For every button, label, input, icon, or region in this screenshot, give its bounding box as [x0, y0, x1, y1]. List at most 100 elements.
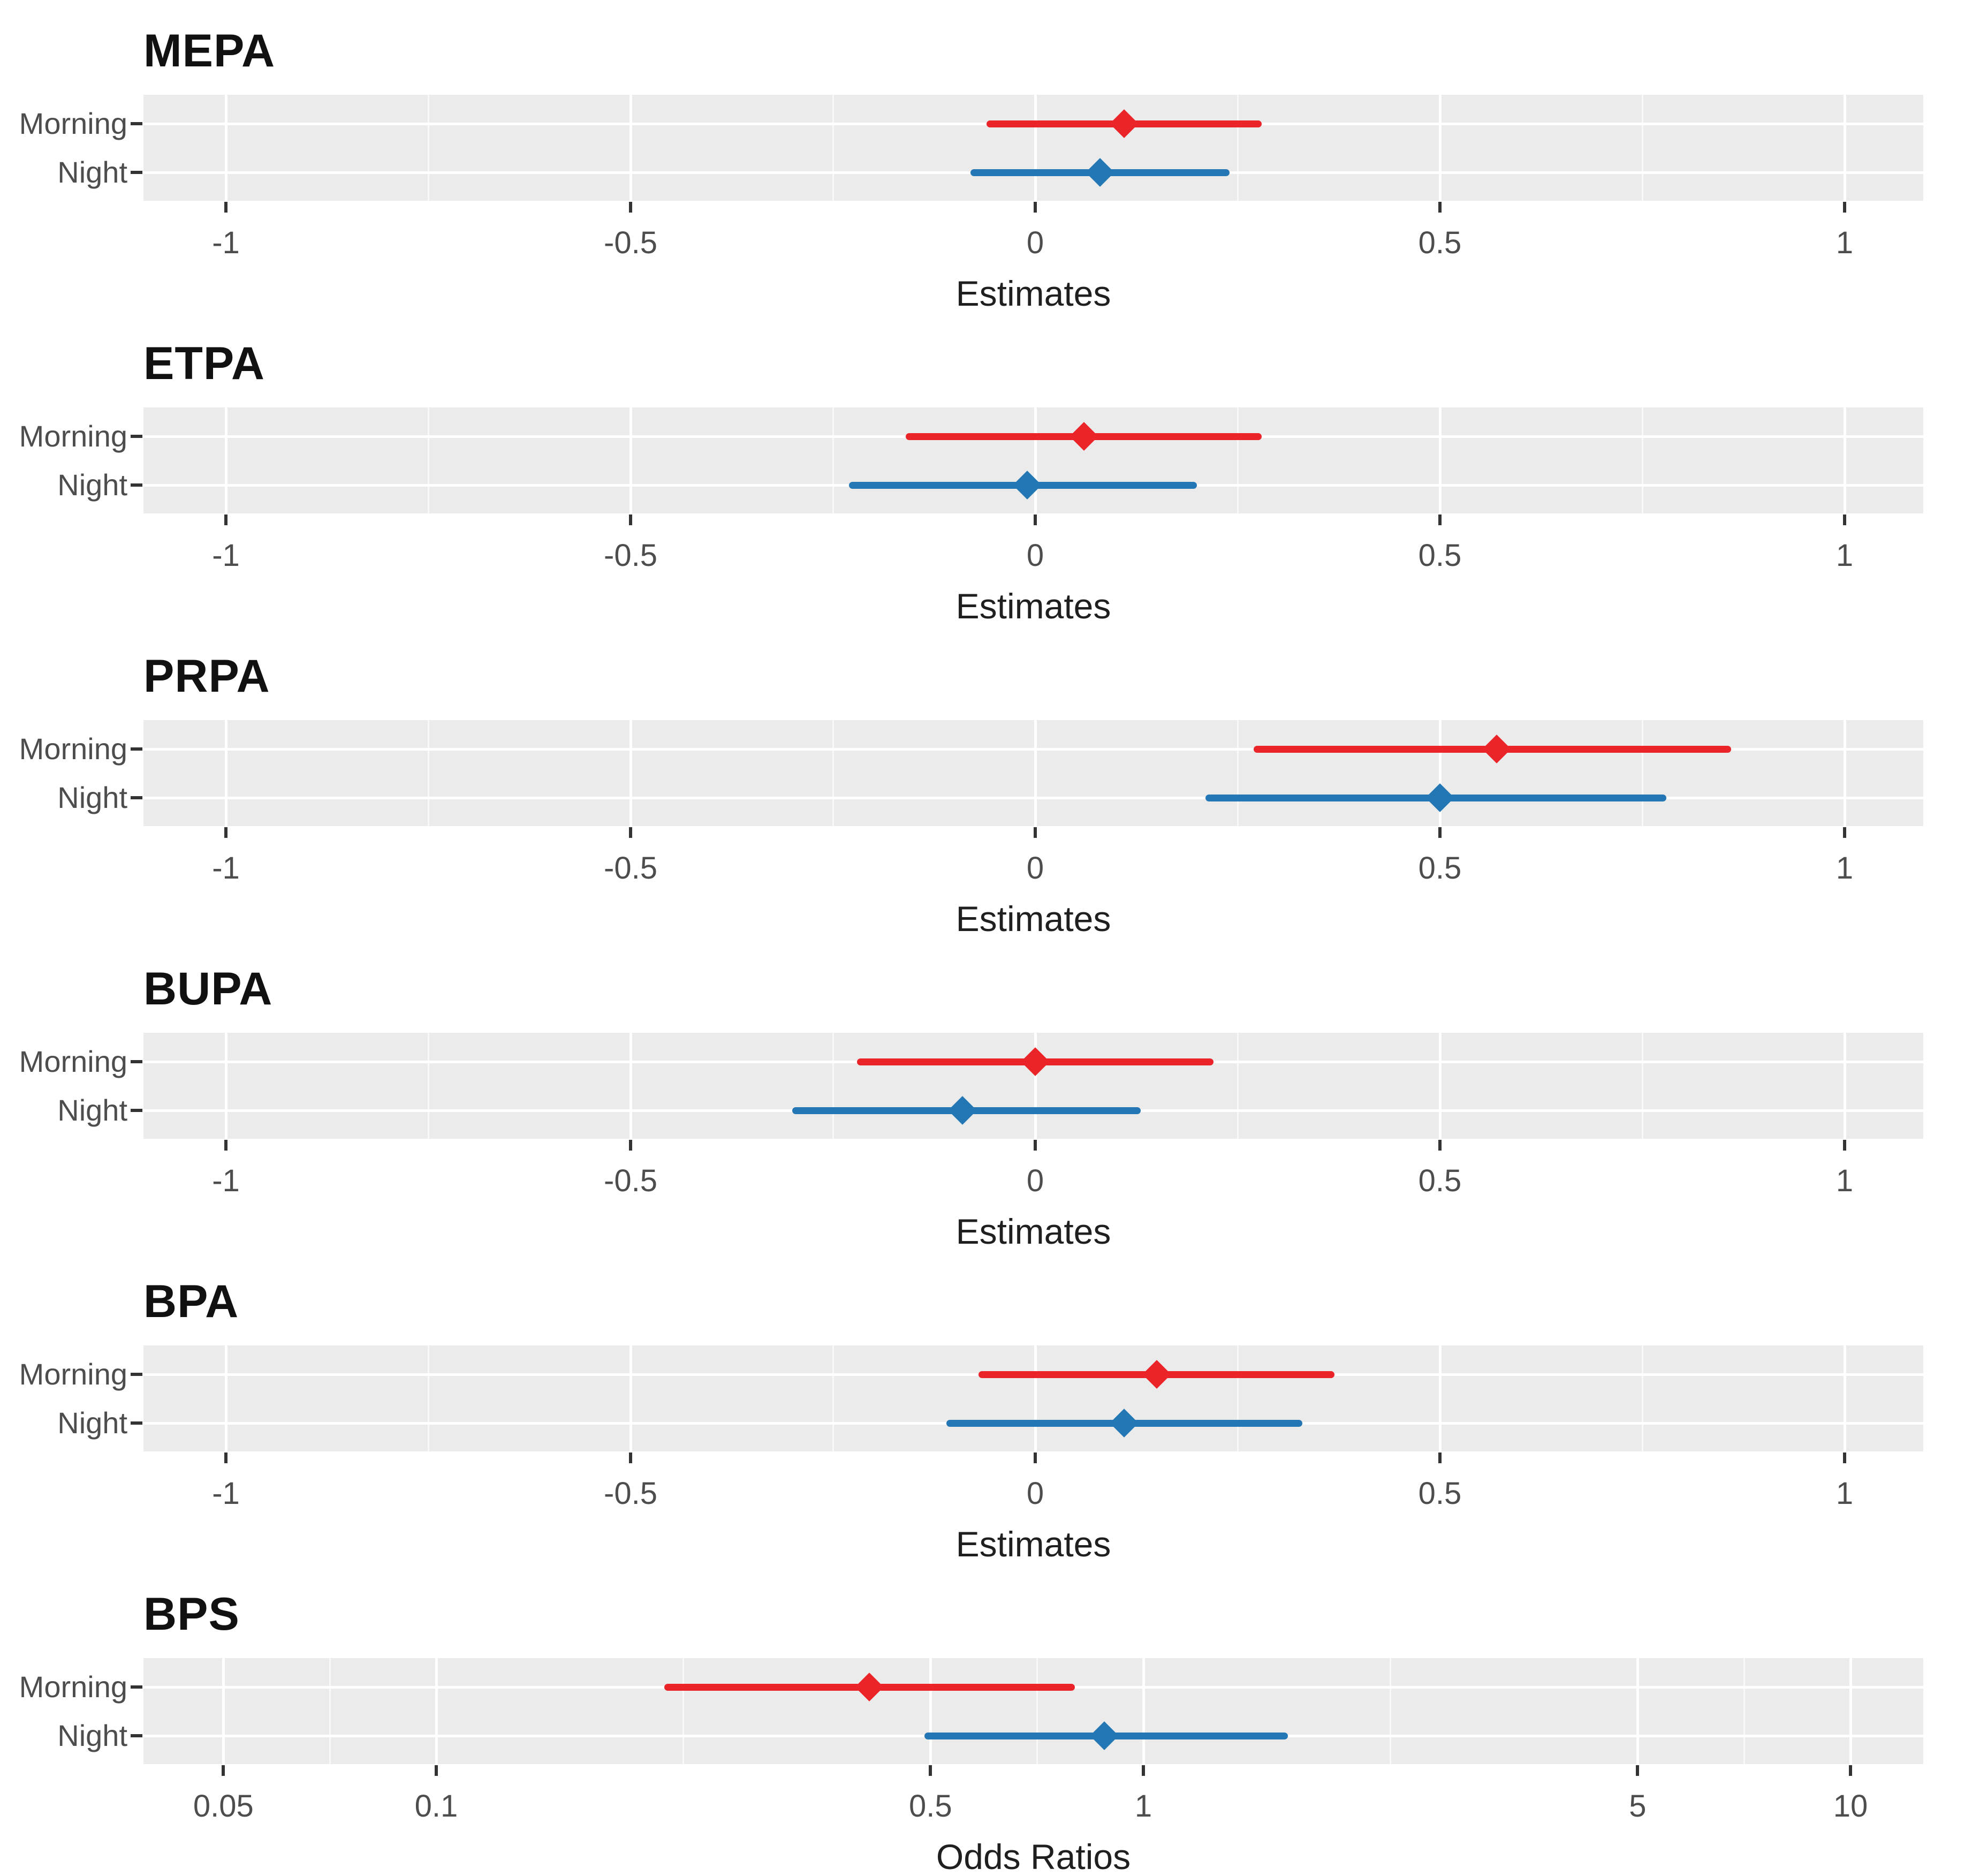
x-tick-label: 1: [1836, 1163, 1854, 1198]
x-tick-label: 0.1: [414, 1789, 458, 1824]
gridline-minor: [1237, 407, 1239, 513]
gridline-minor: [427, 720, 429, 826]
x-tick-label: -0.5: [604, 1476, 657, 1511]
gridline-major: [929, 1658, 932, 1764]
y-axis-tick: [131, 122, 142, 125]
x-tick-label: 0: [1026, 538, 1044, 573]
gridline-minor: [427, 1345, 429, 1451]
y-axis-tick: [131, 796, 142, 799]
y-axis-label: Morning: [19, 1045, 127, 1078]
x-axis-tick: [1034, 202, 1037, 213]
gridline-minor: [1390, 1658, 1392, 1764]
gridline-major: [1843, 720, 1846, 826]
gridline-minor: [832, 1033, 834, 1139]
panel-title: BUPA: [143, 963, 273, 1015]
y-axis-label: Night: [57, 781, 127, 814]
gridline-minor: [427, 407, 429, 513]
x-axis-tick: [1843, 1453, 1846, 1463]
panel-title: ETPA: [143, 338, 265, 389]
x-axis-tick: [1636, 1765, 1640, 1776]
y-axis-label: Morning: [19, 732, 127, 766]
x-tick-label: -0.5: [604, 1163, 657, 1198]
x-axis-tick: [1438, 1453, 1442, 1463]
gridline-minor: [329, 1658, 331, 1764]
y-axis-label: Night: [57, 1719, 127, 1752]
x-tick-label: -0.5: [604, 851, 657, 886]
row-gridline: [143, 747, 1923, 751]
plot-area: [143, 1345, 1923, 1451]
gridline-major: [1843, 95, 1846, 201]
x-axis-tick: [1438, 515, 1442, 525]
x-tick-label: 1: [1836, 538, 1854, 573]
x-tick-label: 0: [1026, 1163, 1044, 1198]
x-axis-tick: [1034, 1453, 1037, 1463]
gridline-major: [1034, 1033, 1037, 1139]
x-tick-label: -1: [212, 538, 240, 573]
gridline-major: [1438, 1033, 1442, 1139]
x-axis-tick: [1843, 827, 1846, 838]
panel-BPA: BPA Morning Night -1 -0.5 0 0.5 1 Estimates: [0, 1251, 1972, 1563]
gridline-major: [1843, 1345, 1846, 1451]
x-tick-label: 0.5: [1418, 1163, 1462, 1198]
point-marker-morning: [1110, 109, 1139, 138]
x-axis-tick: [1843, 515, 1846, 525]
plot-area: [143, 1658, 1923, 1764]
x-axis-tick: [629, 1140, 632, 1151]
point-marker-night: [1110, 1409, 1139, 1438]
x-axis-title: Estimates: [955, 899, 1111, 939]
x-tick-label: 1: [1836, 851, 1854, 886]
y-axis-label: Morning: [19, 1357, 127, 1391]
gridline-minor: [832, 95, 834, 201]
y-axis-label: Morning: [19, 107, 127, 140]
y-axis-tick: [131, 1109, 142, 1112]
point-marker-morning: [855, 1673, 884, 1701]
y-axis-tick: [131, 1060, 142, 1063]
panel-ETPA: ETPA Morning Night -1 -0.5 0 0.5 1 Estimates: [0, 313, 1972, 625]
point-marker-morning: [1069, 422, 1098, 451]
gridline-major: [629, 1033, 632, 1139]
x-tick-label: 0.5: [1418, 1476, 1462, 1511]
x-tick-label: 1: [1836, 1476, 1854, 1511]
gridline-major: [629, 1345, 632, 1451]
x-axis-tick: [1034, 515, 1037, 525]
x-axis-tick: [1438, 202, 1442, 213]
y-axis-tick: [131, 1685, 142, 1689]
point-marker-morning: [1482, 735, 1511, 763]
point-marker-morning: [1021, 1047, 1050, 1076]
x-axis-tick: [224, 1140, 227, 1151]
x-tick-label: 1: [1134, 1789, 1152, 1824]
panel-BUPA: BUPA Morning Night -1 -0.5 0 0.5 1 Estimates: [0, 938, 1972, 1251]
gridline-major: [1438, 720, 1442, 826]
gridline-major: [224, 407, 227, 513]
gridline-major: [222, 1658, 225, 1764]
x-tick-label: -1: [212, 851, 240, 886]
gridline-major: [1843, 407, 1846, 513]
x-axis-tick: [1843, 202, 1846, 213]
gridline-major: [1636, 1658, 1639, 1764]
point-marker-morning: [1142, 1360, 1171, 1389]
y-axis-tick: [131, 1421, 142, 1425]
x-axis-tick: [1849, 1765, 1852, 1776]
gridline-major: [629, 407, 632, 513]
gridline-minor: [682, 1658, 685, 1764]
x-axis-tick: [629, 1453, 632, 1463]
panel-title: BPA: [143, 1276, 239, 1327]
plot-area: [143, 407, 1923, 513]
gridline-minor: [1237, 1033, 1239, 1139]
x-tick-label: -0.5: [604, 225, 657, 260]
x-tick-label: 5: [1629, 1789, 1647, 1824]
gridline-major: [224, 95, 227, 201]
x-tick-label: -1: [212, 1476, 240, 1511]
x-tick-label: 10: [1833, 1789, 1868, 1824]
panel-BPS: BPS Morning Night 0.05 0.1 0.5 1 5 10 Odds Ratios: [0, 1563, 1972, 1876]
x-axis-tick: [224, 515, 227, 525]
gridline-minor: [1743, 1658, 1745, 1764]
gridline-major: [1142, 1658, 1145, 1764]
x-axis-tick: [629, 202, 632, 213]
gridline-minor: [427, 95, 429, 201]
x-axis-tick: [1438, 1140, 1442, 1151]
gridline-minor: [1641, 95, 1643, 201]
gridline-minor: [1641, 1033, 1643, 1139]
y-axis-tick: [131, 1373, 142, 1376]
panel-title: BPS: [143, 1588, 240, 1640]
